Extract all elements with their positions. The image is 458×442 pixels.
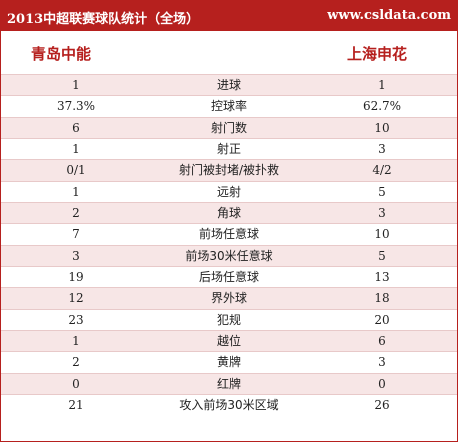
home-value: 0 [72, 376, 80, 391]
panel-title: 2013中超联赛球队统计（全场） [7, 12, 200, 27]
stat-row: 37.3% 控球率 62.7% [1, 95, 457, 117]
away-team-name: 上海申花 [346, 45, 407, 63]
stat-row: 0 红牌 0 [1, 372, 457, 394]
stat-label: 红牌 [216, 376, 241, 391]
stat-label: 控球率 [210, 99, 247, 114]
home-value: 19 [68, 269, 84, 284]
away-value: 20 [374, 312, 390, 327]
team-header: 青岛中能 上海申花 [1, 31, 457, 74]
home-value: 21 [68, 397, 84, 412]
away-value: 26 [374, 397, 390, 412]
away-value: 3 [378, 205, 386, 220]
away-value: 5 [378, 248, 386, 263]
stat-row: 3 前场30米任意球 5 [1, 244, 457, 266]
stat-label: 后场任意球 [198, 269, 259, 284]
stats-table: 1 进球 1 37.3% 控球率 62.7% 6 射门数 10 1 射正 3 0/1 射门被封堵/被扑救 4… [1, 74, 457, 416]
stat-label: 前场任意球 [198, 227, 259, 242]
home-value: 1 [72, 333, 80, 348]
home-value: 23 [68, 312, 84, 327]
home-value: 7 [72, 227, 80, 242]
home-value: 3 [72, 248, 80, 263]
home-value: 12 [68, 291, 84, 306]
home-value: 37.3% [56, 99, 96, 114]
home-team-name: 青岛中能 [31, 45, 92, 63]
stat-label: 犯规 [216, 312, 241, 327]
home-value: 2 [72, 355, 80, 370]
stat-row: 6 射门数 10 [1, 116, 457, 138]
stat-label: 越位 [216, 333, 241, 348]
stat-row: 1 进球 1 [1, 74, 457, 96]
away-value: 62.7% [362, 99, 402, 114]
stat-label: 远射 [216, 184, 241, 199]
stat-label: 攻入前场30米区域 [179, 397, 279, 412]
home-value: 0/1 [66, 163, 86, 178]
away-value: 18 [374, 291, 390, 306]
stat-row: 7 前场任意球 10 [1, 223, 457, 245]
away-value: 3 [378, 355, 386, 370]
site-url[interactable]: www.csldata.com [327, 8, 451, 23]
home-value: 6 [72, 120, 80, 135]
stat-label: 角球 [216, 205, 241, 220]
stat-row: 21 攻入前场30米区域 26 [1, 393, 457, 416]
title-bar: 2013中超联赛球队统计（全场） www.csldata.com [1, 1, 457, 31]
stat-row: 2 角球 3 [1, 201, 457, 224]
away-value: 10 [374, 227, 390, 242]
away-value: 6 [378, 333, 386, 348]
stat-row: 19 后场任意球 13 [1, 265, 457, 288]
stat-label: 界外球 [210, 291, 247, 306]
home-value: 2 [72, 205, 80, 220]
stat-label: 射正 [216, 141, 241, 156]
away-value: 0 [378, 376, 386, 391]
stat-label: 进球 [216, 78, 241, 92]
stat-row: 0/1 射门被封堵/被扑救 4/2 [1, 159, 457, 181]
stat-row: 12 界外球 18 [1, 287, 457, 309]
away-value: 3 [378, 141, 386, 156]
home-value: 1 [72, 141, 80, 156]
away-value: 4/2 [372, 163, 392, 178]
stat-label: 射门数 [210, 120, 247, 135]
stat-row: 2 黄牌 3 [1, 351, 457, 373]
away-value: 10 [374, 120, 390, 135]
stat-row: 23 犯规 20 [1, 308, 457, 330]
stat-row: 1 远射 5 [1, 180, 457, 202]
home-value: 1 [72, 184, 80, 199]
away-value: 5 [378, 184, 386, 199]
home-value: 1 [72, 78, 80, 92]
stat-row: 1 越位 6 [1, 329, 457, 352]
stat-row: 1 射正 3 [1, 137, 457, 160]
stat-label: 黄牌 [216, 355, 241, 370]
away-value: 13 [374, 269, 390, 284]
stat-label: 前场30米任意球 [185, 248, 273, 263]
away-value: 1 [378, 78, 386, 92]
stat-label: 射门被封堵/被扑救 [178, 163, 280, 178]
